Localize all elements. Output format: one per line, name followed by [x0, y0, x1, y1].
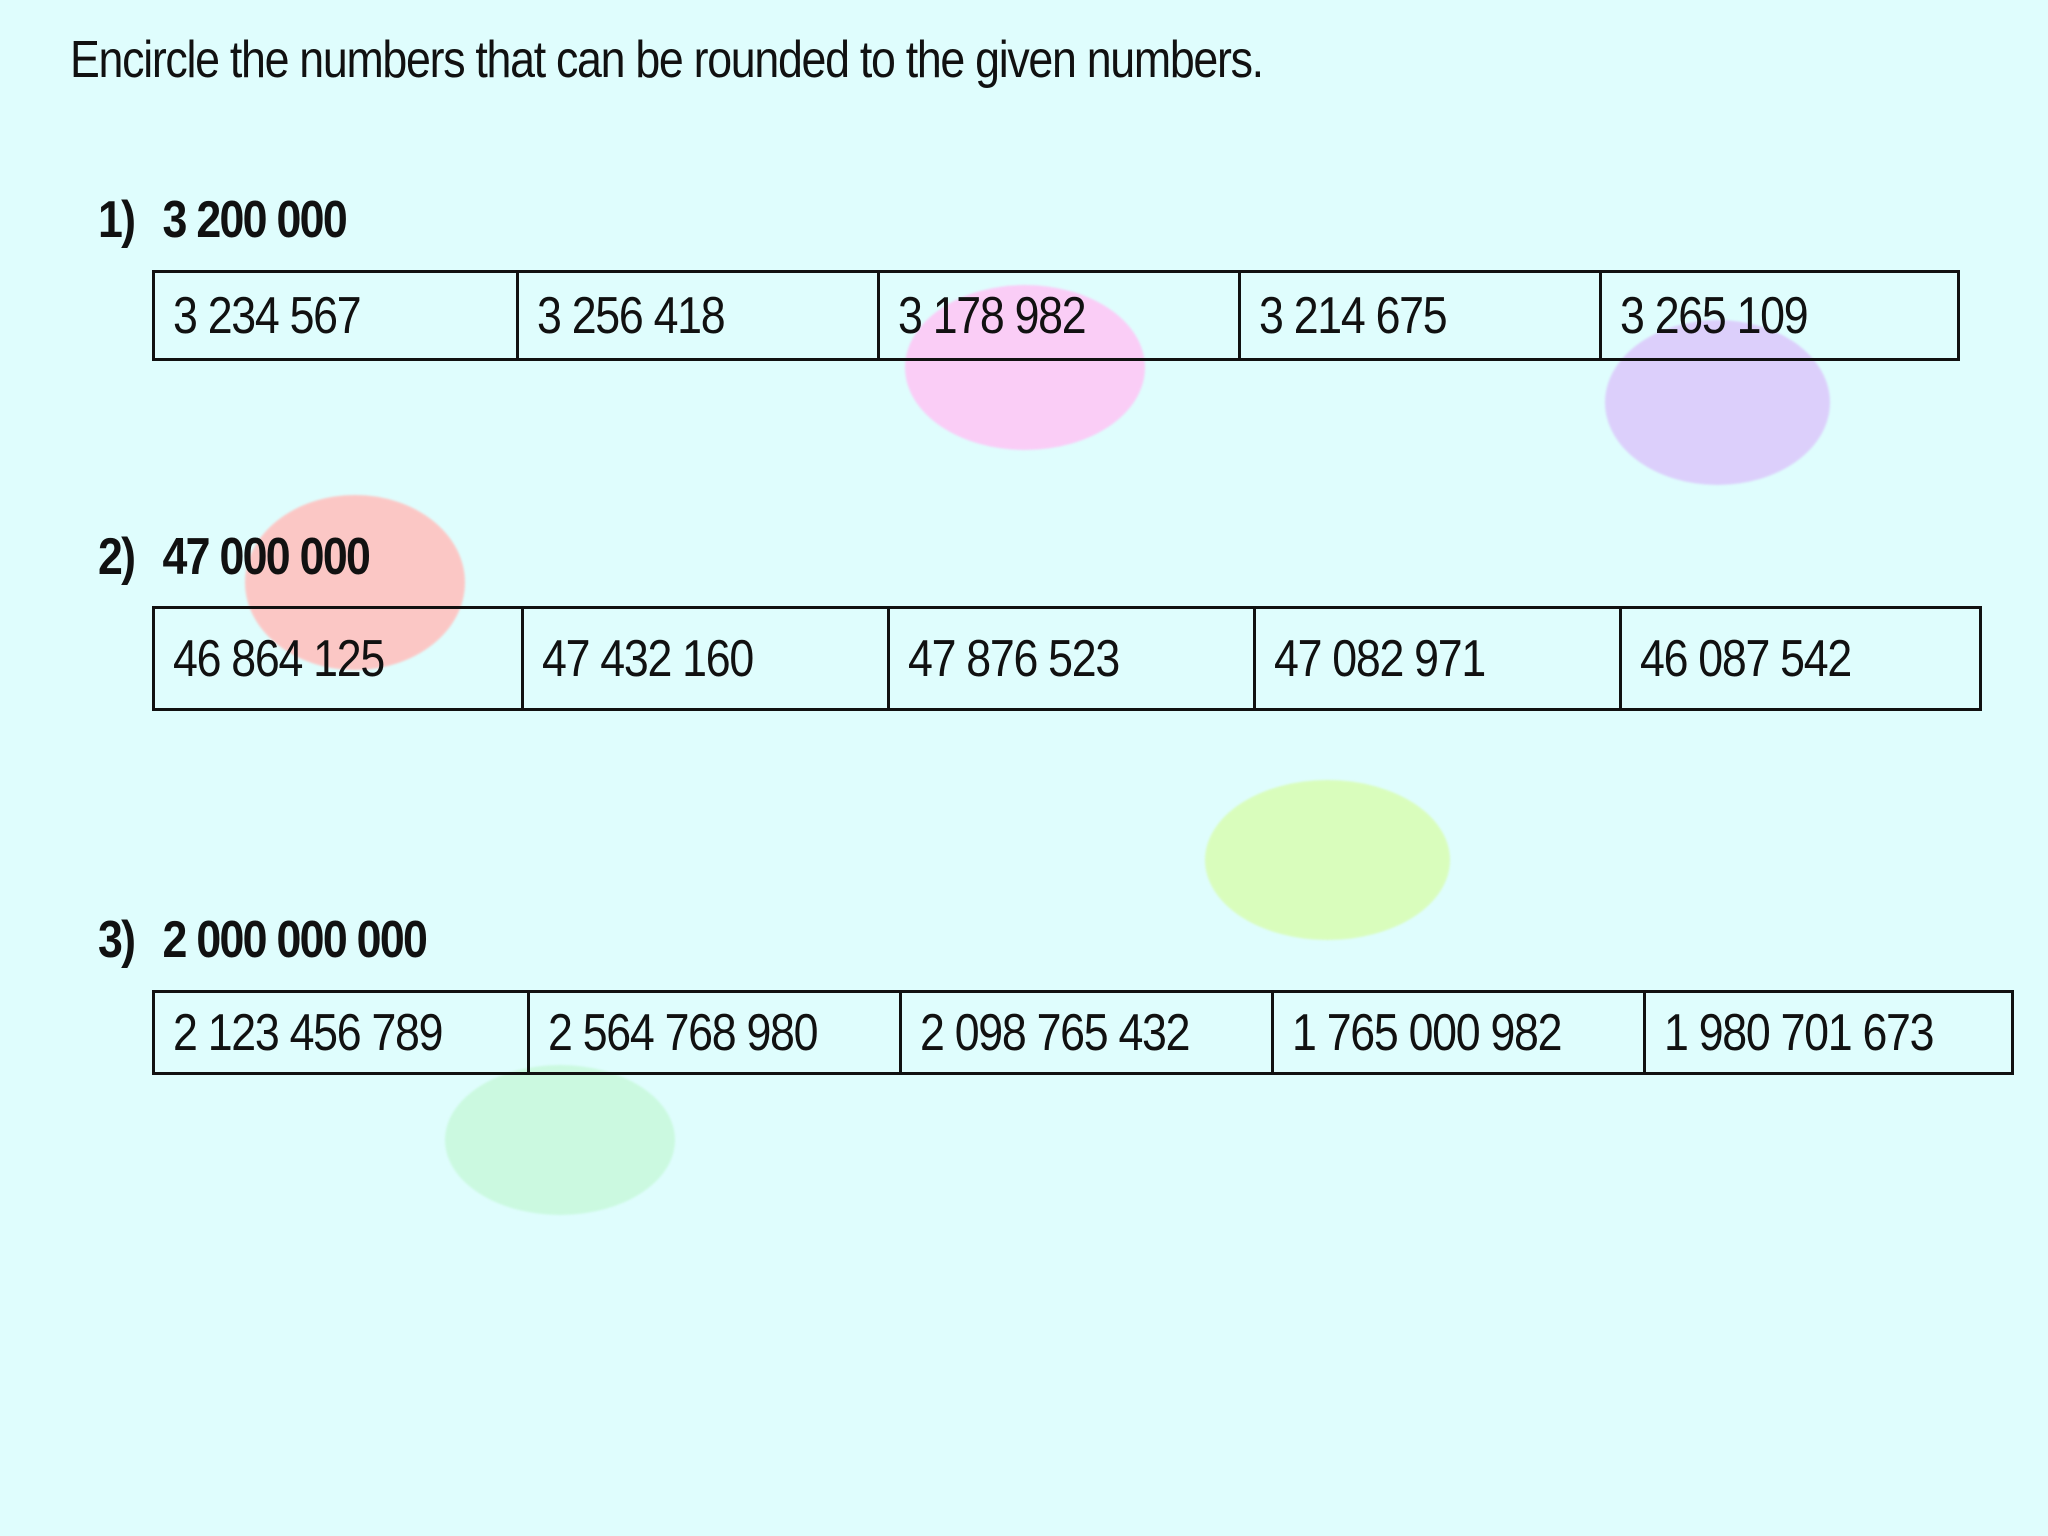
option-cell[interactable]: 3 214 675: [1238, 273, 1599, 358]
target-number: 2 000 000 000: [162, 911, 428, 969]
decorative-purple-blob: [1605, 320, 1830, 485]
option-cell[interactable]: 47 432 160: [521, 609, 887, 708]
decorative-red-blob: [245, 495, 465, 670]
option-value: 2 123 456 789: [173, 1003, 444, 1062]
options-row-2: 46 864 125 47 432 160 47 876 523 47 082 …: [152, 606, 1982, 711]
target-number: 3 200 000: [162, 191, 348, 249]
option-value: 3 265 109: [1620, 286, 1809, 345]
option-cell[interactable]: 46 864 125: [155, 609, 521, 708]
option-value: 1 765 000 982: [1292, 1003, 1563, 1062]
option-cell[interactable]: 47 082 971: [1253, 609, 1619, 708]
option-cell[interactable]: 1 765 000 982: [1271, 993, 1643, 1072]
option-value: 2 098 765 432: [920, 1003, 1191, 1062]
option-value: 47 082 971: [1274, 629, 1486, 688]
option-value: 3 256 418: [537, 286, 726, 345]
option-cell[interactable]: 3 256 418: [516, 273, 877, 358]
option-cell[interactable]: 47 876 523: [887, 609, 1253, 708]
question-3: 3) 2 000 000 000: [98, 910, 480, 970]
option-cell[interactable]: 3 265 109: [1599, 273, 1957, 358]
options-row-3: 2 123 456 789 2 564 768 980 2 098 765 43…: [152, 990, 2014, 1075]
question-number: 3): [98, 911, 136, 969]
option-value: 2 564 768 980: [548, 1003, 819, 1062]
option-value: 3 214 675: [1259, 286, 1448, 345]
option-value: 3 234 567: [173, 286, 362, 345]
option-cell[interactable]: 1 980 701 673: [1643, 993, 2011, 1072]
option-cell[interactable]: 3 178 982: [877, 273, 1238, 358]
question-1: 1) 3 200 000: [98, 190, 386, 250]
question-2: 2) 47 000 000: [98, 527, 413, 587]
option-value: 3 178 982: [898, 286, 1087, 345]
option-value: 46 087 542: [1640, 629, 1852, 688]
question-number: 2): [98, 528, 136, 586]
decorative-pink-blob: [905, 285, 1145, 450]
decorative-mint-blob: [445, 1065, 675, 1215]
option-cell[interactable]: 2 098 765 432: [899, 993, 1271, 1072]
option-value: 46 864 125: [173, 629, 385, 688]
option-cell[interactable]: 46 087 542: [1619, 609, 1979, 708]
option-value: 47 876 523: [908, 629, 1120, 688]
question-heading: 1) 3 200 000: [98, 190, 348, 250]
option-cell[interactable]: 3 234 567: [155, 273, 516, 358]
option-value: 47 432 160: [542, 629, 754, 688]
options-row-1: 3 234 567 3 256 418 3 178 982 3 214 675 …: [152, 270, 1960, 361]
option-value: 1 980 701 673: [1664, 1003, 1935, 1062]
option-cell[interactable]: 2 564 768 980: [527, 993, 899, 1072]
option-cell[interactable]: 2 123 456 789: [155, 993, 527, 1072]
question-heading: 3) 2 000 000 000: [98, 910, 428, 970]
target-number: 47 000 000: [162, 528, 371, 586]
question-number: 1): [98, 191, 136, 249]
question-heading: 2) 47 000 000: [98, 527, 371, 587]
instruction-text: Encircle the numbers that can be rounded…: [70, 31, 1264, 89]
decorative-lime-blob: [1205, 780, 1450, 940]
